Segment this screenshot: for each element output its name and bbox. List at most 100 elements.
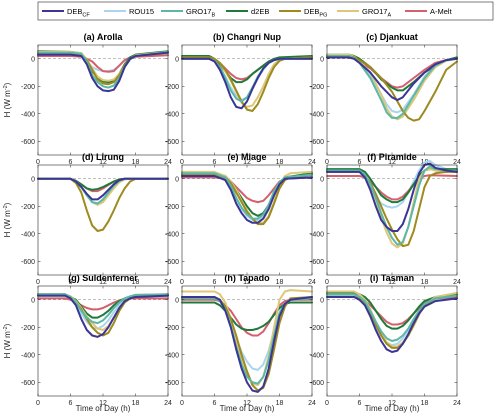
x-tick-label: 24: [453, 279, 461, 286]
x-tick-label: 6: [69, 279, 73, 286]
x-axis-label: Time of Day (h): [76, 404, 131, 413]
y-tick-label: -400: [310, 231, 324, 238]
series-line-debcf: [326, 296, 458, 353]
legend-label: DEBPG: [304, 7, 327, 19]
x-tick-label: 12: [99, 159, 107, 166]
y-tick-label: 0: [320, 56, 324, 63]
y-tick-label: -600: [165, 380, 179, 387]
y-tick-label: 0: [31, 297, 35, 304]
x-tick-label: 24: [453, 400, 461, 407]
y-tick-label: -600: [21, 380, 35, 387]
panel-title: (a) Arolla: [84, 32, 124, 42]
x-tick-label: 12: [99, 400, 107, 407]
series-line-debcf: [181, 296, 313, 393]
legend-label: GRO17B: [186, 7, 215, 19]
x-tick-label: 24: [308, 159, 316, 166]
x-tick-label: 0: [36, 279, 40, 286]
series-line-amelt: [181, 176, 313, 204]
panel-title: (g) Suldenferner: [68, 273, 138, 283]
x-tick-label: 12: [388, 279, 396, 286]
x-tick-label: 18: [132, 400, 140, 407]
x-axis-label: Time of Day (h): [220, 404, 275, 413]
x-tick-label: 6: [358, 279, 362, 286]
x-tick-label: 18: [421, 279, 429, 286]
y-tick-label: -200: [21, 84, 35, 91]
legend-label: DEBCF: [67, 7, 90, 19]
y-tick-label: -600: [310, 259, 324, 266]
legend-label: GRO17A: [362, 7, 391, 19]
x-tick-label: 18: [276, 400, 284, 407]
x-tick-label: 24: [453, 159, 461, 166]
x-tick-label: 12: [99, 279, 107, 286]
y-axis-label: H (W m-2): [3, 82, 12, 117]
x-tick-label: 6: [69, 400, 73, 407]
series-line-d2eb: [181, 301, 313, 331]
series-line-rou15: [181, 297, 313, 371]
x-tick-label: 6: [358, 400, 362, 407]
panel-7: (g) Suldenferner 0 6 12 18 24 0 -200 -400 -600: [21, 273, 172, 407]
series-line-debpg: [181, 296, 313, 392]
y-tick-label: -400: [310, 352, 324, 359]
series-line-debpg: [326, 55, 458, 122]
y-tick-label: 0: [31, 176, 35, 183]
y-tick-label: -600: [21, 139, 35, 146]
y-tick-label: 0: [175, 56, 179, 63]
x-tick-label: 18: [276, 279, 284, 286]
y-tick-label: -200: [310, 204, 324, 211]
series-line-amelt: [326, 56, 458, 89]
x-tick-label: 6: [213, 279, 217, 286]
x-tick-label: 12: [388, 400, 396, 407]
panel-title: (c) Djankuat: [366, 32, 418, 42]
x-tick-label: 0: [325, 279, 329, 286]
legend-entry-amelt: A-Melt: [405, 7, 453, 16]
series-line-amelt: [181, 57, 313, 81]
y-tick-label: 0: [175, 297, 179, 304]
x-tick-label: 6: [358, 159, 362, 166]
series-line-d2eb: [181, 55, 313, 84]
x-axis-label: Time of Day (h): [365, 404, 420, 413]
y-tick-label: -600: [165, 259, 179, 266]
legend-label: A-Melt: [430, 7, 453, 16]
x-tick-label: 0: [36, 159, 40, 166]
x-tick-label: 0: [180, 159, 184, 166]
y-axis-label: H (W m-2): [3, 323, 12, 358]
legend-entry-debpg: DEBPG: [279, 7, 327, 19]
legend-box: [37, 1, 494, 21]
panel-title: (i) Tasman: [370, 273, 414, 283]
plot-frame: [37, 44, 169, 156]
series-line-debcf: [326, 162, 458, 232]
panel-4: (d) Lirung 0 6 12 18 24 0 -200 -400 -600: [21, 152, 172, 286]
panel-title: (e) Miage: [227, 152, 266, 162]
x-tick-label: 12: [243, 279, 251, 286]
series-line-debcf: [326, 56, 458, 101]
y-tick-label: -400: [165, 111, 179, 118]
legend-entry-debcf: DEBCF: [42, 7, 90, 19]
legend-entry-gro17b: GRO17B: [161, 7, 215, 19]
series-line-gro17b: [326, 165, 458, 246]
y-tick-label: -600: [310, 139, 324, 146]
series-line-gro17b: [37, 177, 169, 205]
x-tick-label: 0: [325, 159, 329, 166]
x-tick-label: 18: [132, 159, 140, 166]
y-tick-label: -600: [165, 139, 179, 146]
y-tick-label: -400: [21, 352, 35, 359]
legend-entry-d2eb: d2EB: [226, 7, 269, 16]
x-tick-label: 18: [276, 159, 284, 166]
y-tick-label: -400: [165, 352, 179, 359]
y-tick-label: -400: [21, 231, 35, 238]
x-tick-label: 24: [308, 400, 316, 407]
series-line-debpg: [326, 170, 458, 248]
series-line-debcf: [181, 175, 313, 224]
x-tick-label: 6: [213, 400, 217, 407]
series-line-debpg: [37, 177, 169, 232]
x-tick-label: 0: [180, 400, 184, 407]
series-line-d2eb: [326, 291, 458, 330]
series-line-debcf: [37, 294, 169, 338]
panel-5: (e) Miage 0 6 12 18 24 0 -200 -400 -600: [165, 152, 316, 286]
x-tick-label: 0: [36, 400, 40, 407]
x-tick-label: 12: [243, 400, 251, 407]
x-tick-label: 24: [164, 159, 172, 166]
plot-frame: [37, 285, 169, 397]
